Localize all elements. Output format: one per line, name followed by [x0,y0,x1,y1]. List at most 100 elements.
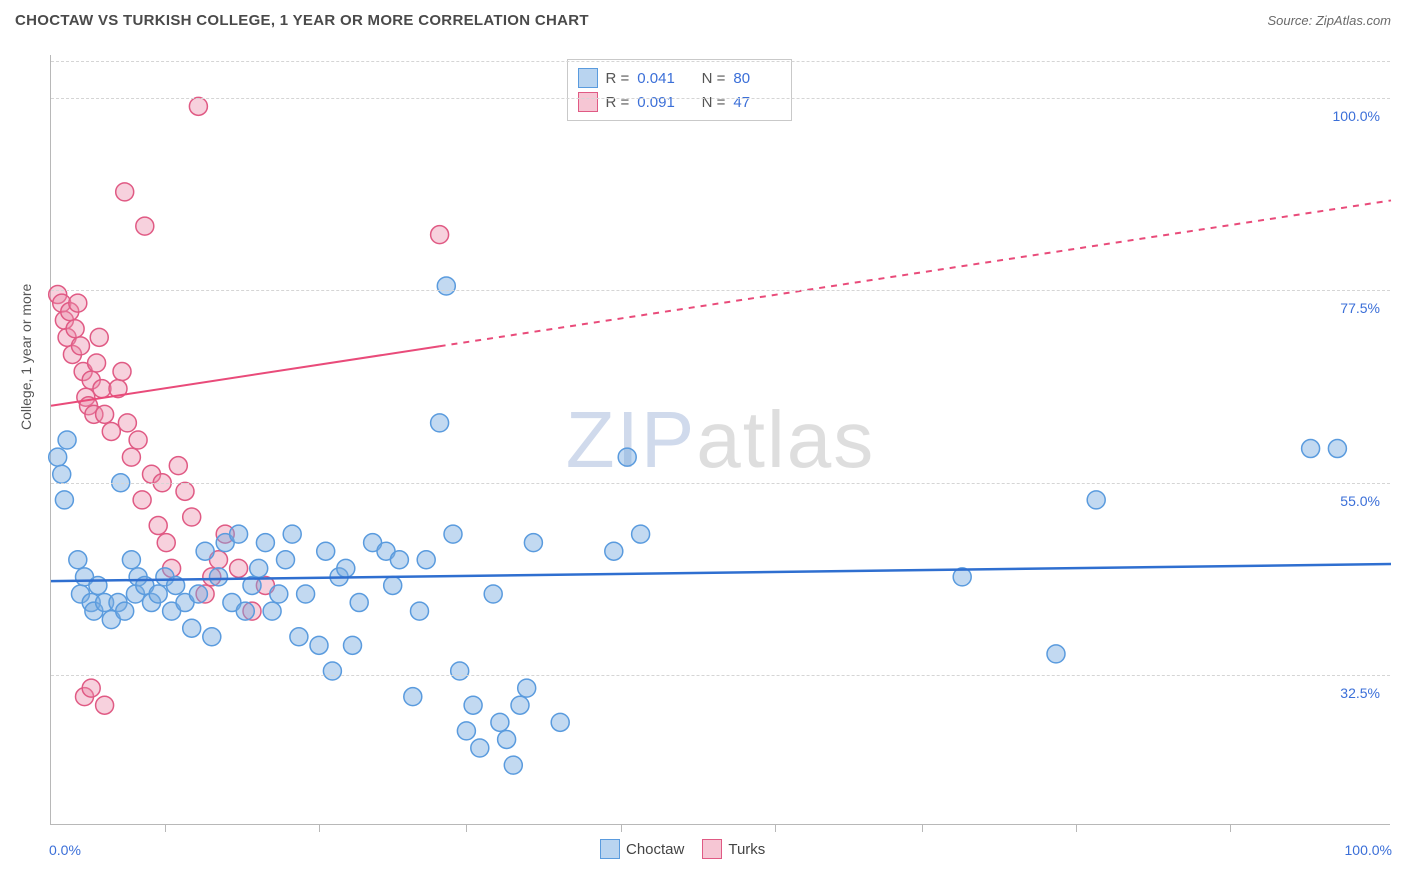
stats-legend-box: R =0.041 N =80R =0.091 N =47 [567,59,793,121]
data-point [437,277,455,295]
gridline [51,483,1390,484]
data-point [511,696,529,714]
data-point [277,551,295,569]
data-point [122,551,140,569]
y-tick-label: 77.5% [1340,300,1380,316]
data-point [270,585,288,603]
data-point [82,679,100,697]
data-point [431,414,449,432]
data-point [129,431,147,449]
legend-item: Choctaw [600,839,684,859]
data-point [183,619,201,637]
x-tick [466,824,467,832]
data-point [498,730,516,748]
data-point [96,696,114,714]
data-point [183,508,201,526]
gridline [51,98,1390,99]
legend-swatch [578,68,598,88]
source-attribution: Source: ZipAtlas.com [1267,13,1391,28]
data-point [464,696,482,714]
stats-row: R =0.041 N =80 [578,66,782,90]
data-point [1087,491,1105,509]
data-point [1302,440,1320,458]
gridline [51,61,1390,62]
r-label: R = [606,94,630,111]
data-point [53,465,71,483]
data-point [504,756,522,774]
data-point [317,542,335,560]
data-point [283,525,301,543]
x-tick [319,824,320,832]
data-point [89,576,107,594]
plot-area: ZIPatlas R =0.041 N =80R =0.091 N =47 Ch… [50,55,1390,825]
data-point [90,328,108,346]
data-point [256,534,274,552]
legend-swatch [578,92,598,112]
n-value: 47 [733,94,781,111]
data-point [49,448,67,466]
data-point [69,294,87,312]
data-point [102,422,120,440]
data-point [71,337,89,355]
data-point [118,414,136,432]
data-point [417,551,435,569]
data-point [431,226,449,244]
data-point [518,679,536,697]
y-tick-label: 100.0% [1333,108,1380,124]
r-value: 0.091 [637,94,685,111]
data-point [169,457,187,475]
data-point [88,354,106,372]
r-value: 0.041 [637,70,685,87]
data-point [149,517,167,535]
data-point [310,636,328,654]
x-tick [1230,824,1231,832]
legend-label: Turks [728,841,765,858]
data-point [618,448,636,466]
bottom-legend: Choctaw Turks [600,839,765,859]
data-point [323,662,341,680]
scatter-svg [51,55,1390,824]
data-point [444,525,462,543]
data-point [411,602,429,620]
data-point [196,542,214,560]
x-axis-min-label: 0.0% [49,842,81,858]
data-point [290,628,308,646]
data-point [1047,645,1065,663]
data-point [551,713,569,731]
data-point [632,525,650,543]
data-point [491,713,509,731]
n-value: 80 [733,70,781,87]
data-point [55,491,73,509]
data-point [93,380,111,398]
data-point [524,534,542,552]
data-point [250,559,268,577]
data-point [133,491,151,509]
data-point [230,559,248,577]
data-point [189,585,207,603]
legend-swatch [702,839,722,859]
chart-title: CHOCTAW VS TURKISH COLLEGE, 1 YEAR OR MO… [15,12,589,29]
data-point [263,602,281,620]
gridline [51,675,1390,676]
data-point [113,363,131,381]
data-point [149,585,167,603]
data-point [451,662,469,680]
y-axis-label: College, 1 year or more [18,284,34,430]
n-label: N = [693,70,725,87]
x-tick [621,824,622,832]
trend-line [51,346,440,406]
data-point [457,722,475,740]
data-point [384,576,402,594]
data-point [203,628,221,646]
data-point [69,551,87,569]
data-point [116,602,134,620]
data-point [1328,440,1346,458]
data-point [605,542,623,560]
data-point [136,217,154,235]
data-point [390,551,408,569]
x-tick [775,824,776,832]
data-point [116,183,134,201]
legend-item: Turks [702,839,765,859]
data-point [236,602,254,620]
trend-line [440,200,1391,346]
